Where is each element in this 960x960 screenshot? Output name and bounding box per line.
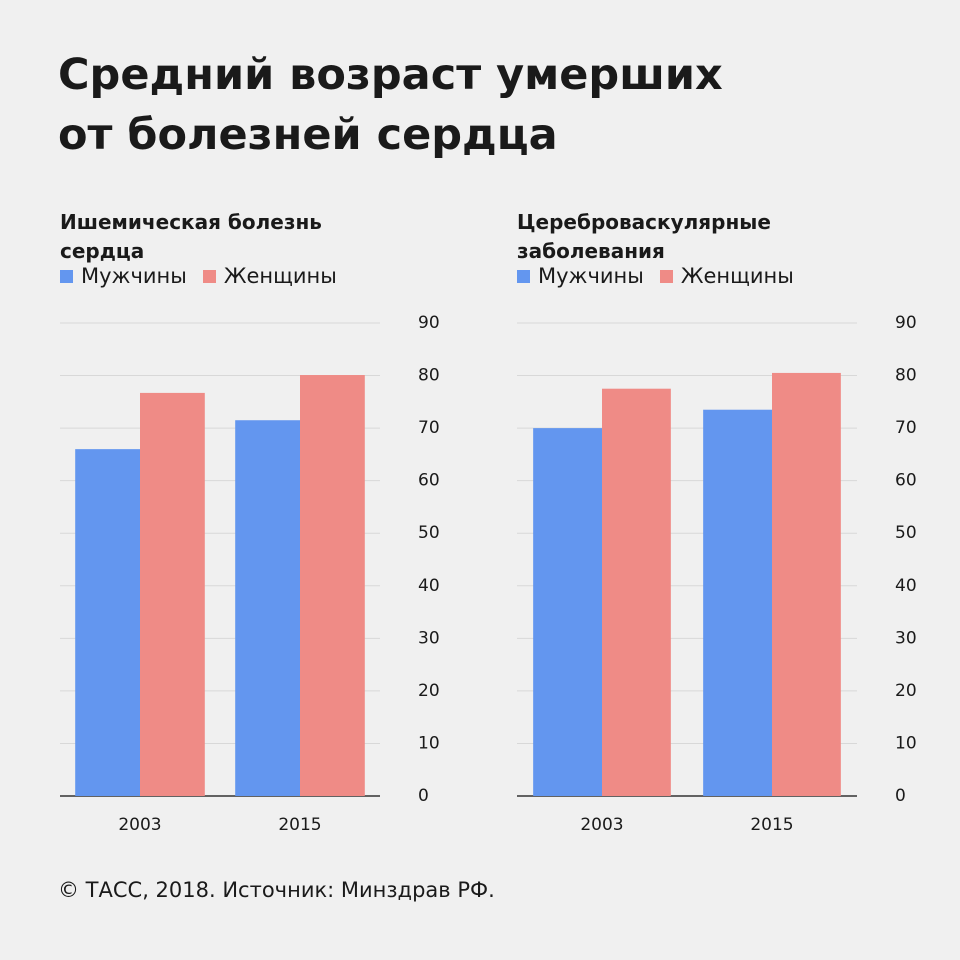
y-tick-label: 90 xyxy=(418,313,440,333)
y-tick-label: 60 xyxy=(895,471,917,491)
y-tick-label: 10 xyxy=(895,733,917,753)
source: © ТАСС, 2018. Источник: Минздрав РФ. xyxy=(58,878,495,902)
y-tick-label: 30 xyxy=(418,628,440,648)
y-tick-label: 60 xyxy=(418,471,440,491)
bar xyxy=(300,375,365,796)
y-tick-label: 40 xyxy=(895,576,917,596)
bar xyxy=(533,428,602,796)
legend-label: Женщины xyxy=(680,264,794,288)
y-tick-label: 20 xyxy=(895,681,917,701)
bar xyxy=(703,409,772,796)
y-tick-label: 70 xyxy=(418,418,440,438)
y-tick-label: 80 xyxy=(895,366,917,386)
y-tick-label: 40 xyxy=(418,576,440,596)
chart-title: Ишемическая болезнь сердца xyxy=(60,210,322,263)
legend-swatch xyxy=(517,269,530,283)
y-tick-label: 80 xyxy=(418,366,440,386)
bar xyxy=(602,388,671,796)
y-tick-label: 10 xyxy=(418,733,440,753)
legend: Мужчины Женщины xyxy=(517,264,794,288)
legend-label: Женщины xyxy=(223,264,337,288)
x-tick-label: 2015 xyxy=(750,815,793,835)
x-tick-label: 2003 xyxy=(118,815,161,835)
y-tick-label: 70 xyxy=(895,418,917,438)
legend-label: Мужчины xyxy=(81,264,187,288)
page-title: от болезней сердца xyxy=(58,110,558,160)
bar xyxy=(235,420,300,796)
legend-label: Мужчины xyxy=(538,264,644,288)
x-tick-label: 2015 xyxy=(278,815,321,835)
y-tick-label: 0 xyxy=(418,786,429,806)
y-tick-label: 20 xyxy=(418,681,440,701)
y-tick-label: 90 xyxy=(895,313,917,333)
bar xyxy=(140,392,205,796)
chart-title: Цереброваскулярные заболевания xyxy=(517,210,771,263)
bar xyxy=(772,372,841,796)
legend-swatch xyxy=(60,269,73,283)
page-title: Средний возраст умерших xyxy=(58,50,723,100)
y-tick-label: 30 xyxy=(895,628,917,648)
y-tick-label: 0 xyxy=(895,786,906,806)
y-tick-label: 50 xyxy=(418,523,440,543)
bar xyxy=(75,449,140,796)
legend-swatch xyxy=(202,269,216,283)
legend-swatch xyxy=(659,269,673,283)
x-tick-label: 2003 xyxy=(580,815,623,835)
y-tick-label: 50 xyxy=(895,523,917,543)
legend: Мужчины Женщины xyxy=(60,264,337,288)
